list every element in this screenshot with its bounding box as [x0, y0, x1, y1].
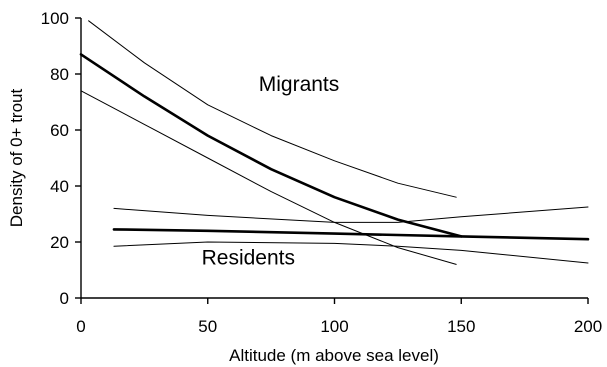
migrants-estimate-line [79, 53, 463, 238]
y-tick-label: 0 [60, 289, 69, 308]
y-tick-label: 60 [50, 121, 69, 140]
lower-confidence-line [113, 241, 589, 264]
annotation-layer: Migrants Residents [202, 73, 340, 270]
residents-estimate-line [112, 228, 590, 241]
upper-confidence-line [113, 206, 589, 223]
y-ticks: 0 20 40 60 80 100 [41, 9, 81, 308]
lower-confidence-line [80, 90, 457, 265]
migrants-label: Migrants [259, 73, 340, 96]
x-tick-label: 0 [76, 317, 85, 336]
y-axis-title: Density of 0+ trout [7, 89, 26, 228]
series-layer [79, 20, 590, 265]
x-tick-label: 150 [447, 317, 475, 336]
x-ticks: 0 50 100 150 200 [76, 298, 602, 336]
y-tick-label: 100 [41, 9, 69, 28]
x-tick-label: 100 [320, 317, 348, 336]
y-tick-label: 40 [50, 177, 69, 196]
x-tick-label: 50 [198, 317, 217, 336]
upper-confidence-line [88, 20, 457, 198]
y-tick-label: 80 [50, 65, 69, 84]
x-axis-title: Altitude (m above sea level) [229, 346, 439, 365]
axes [80, 18, 588, 299]
y-tick-label: 20 [50, 233, 69, 252]
x-tick-label: 200 [574, 317, 602, 336]
residents-label: Residents [202, 246, 295, 269]
